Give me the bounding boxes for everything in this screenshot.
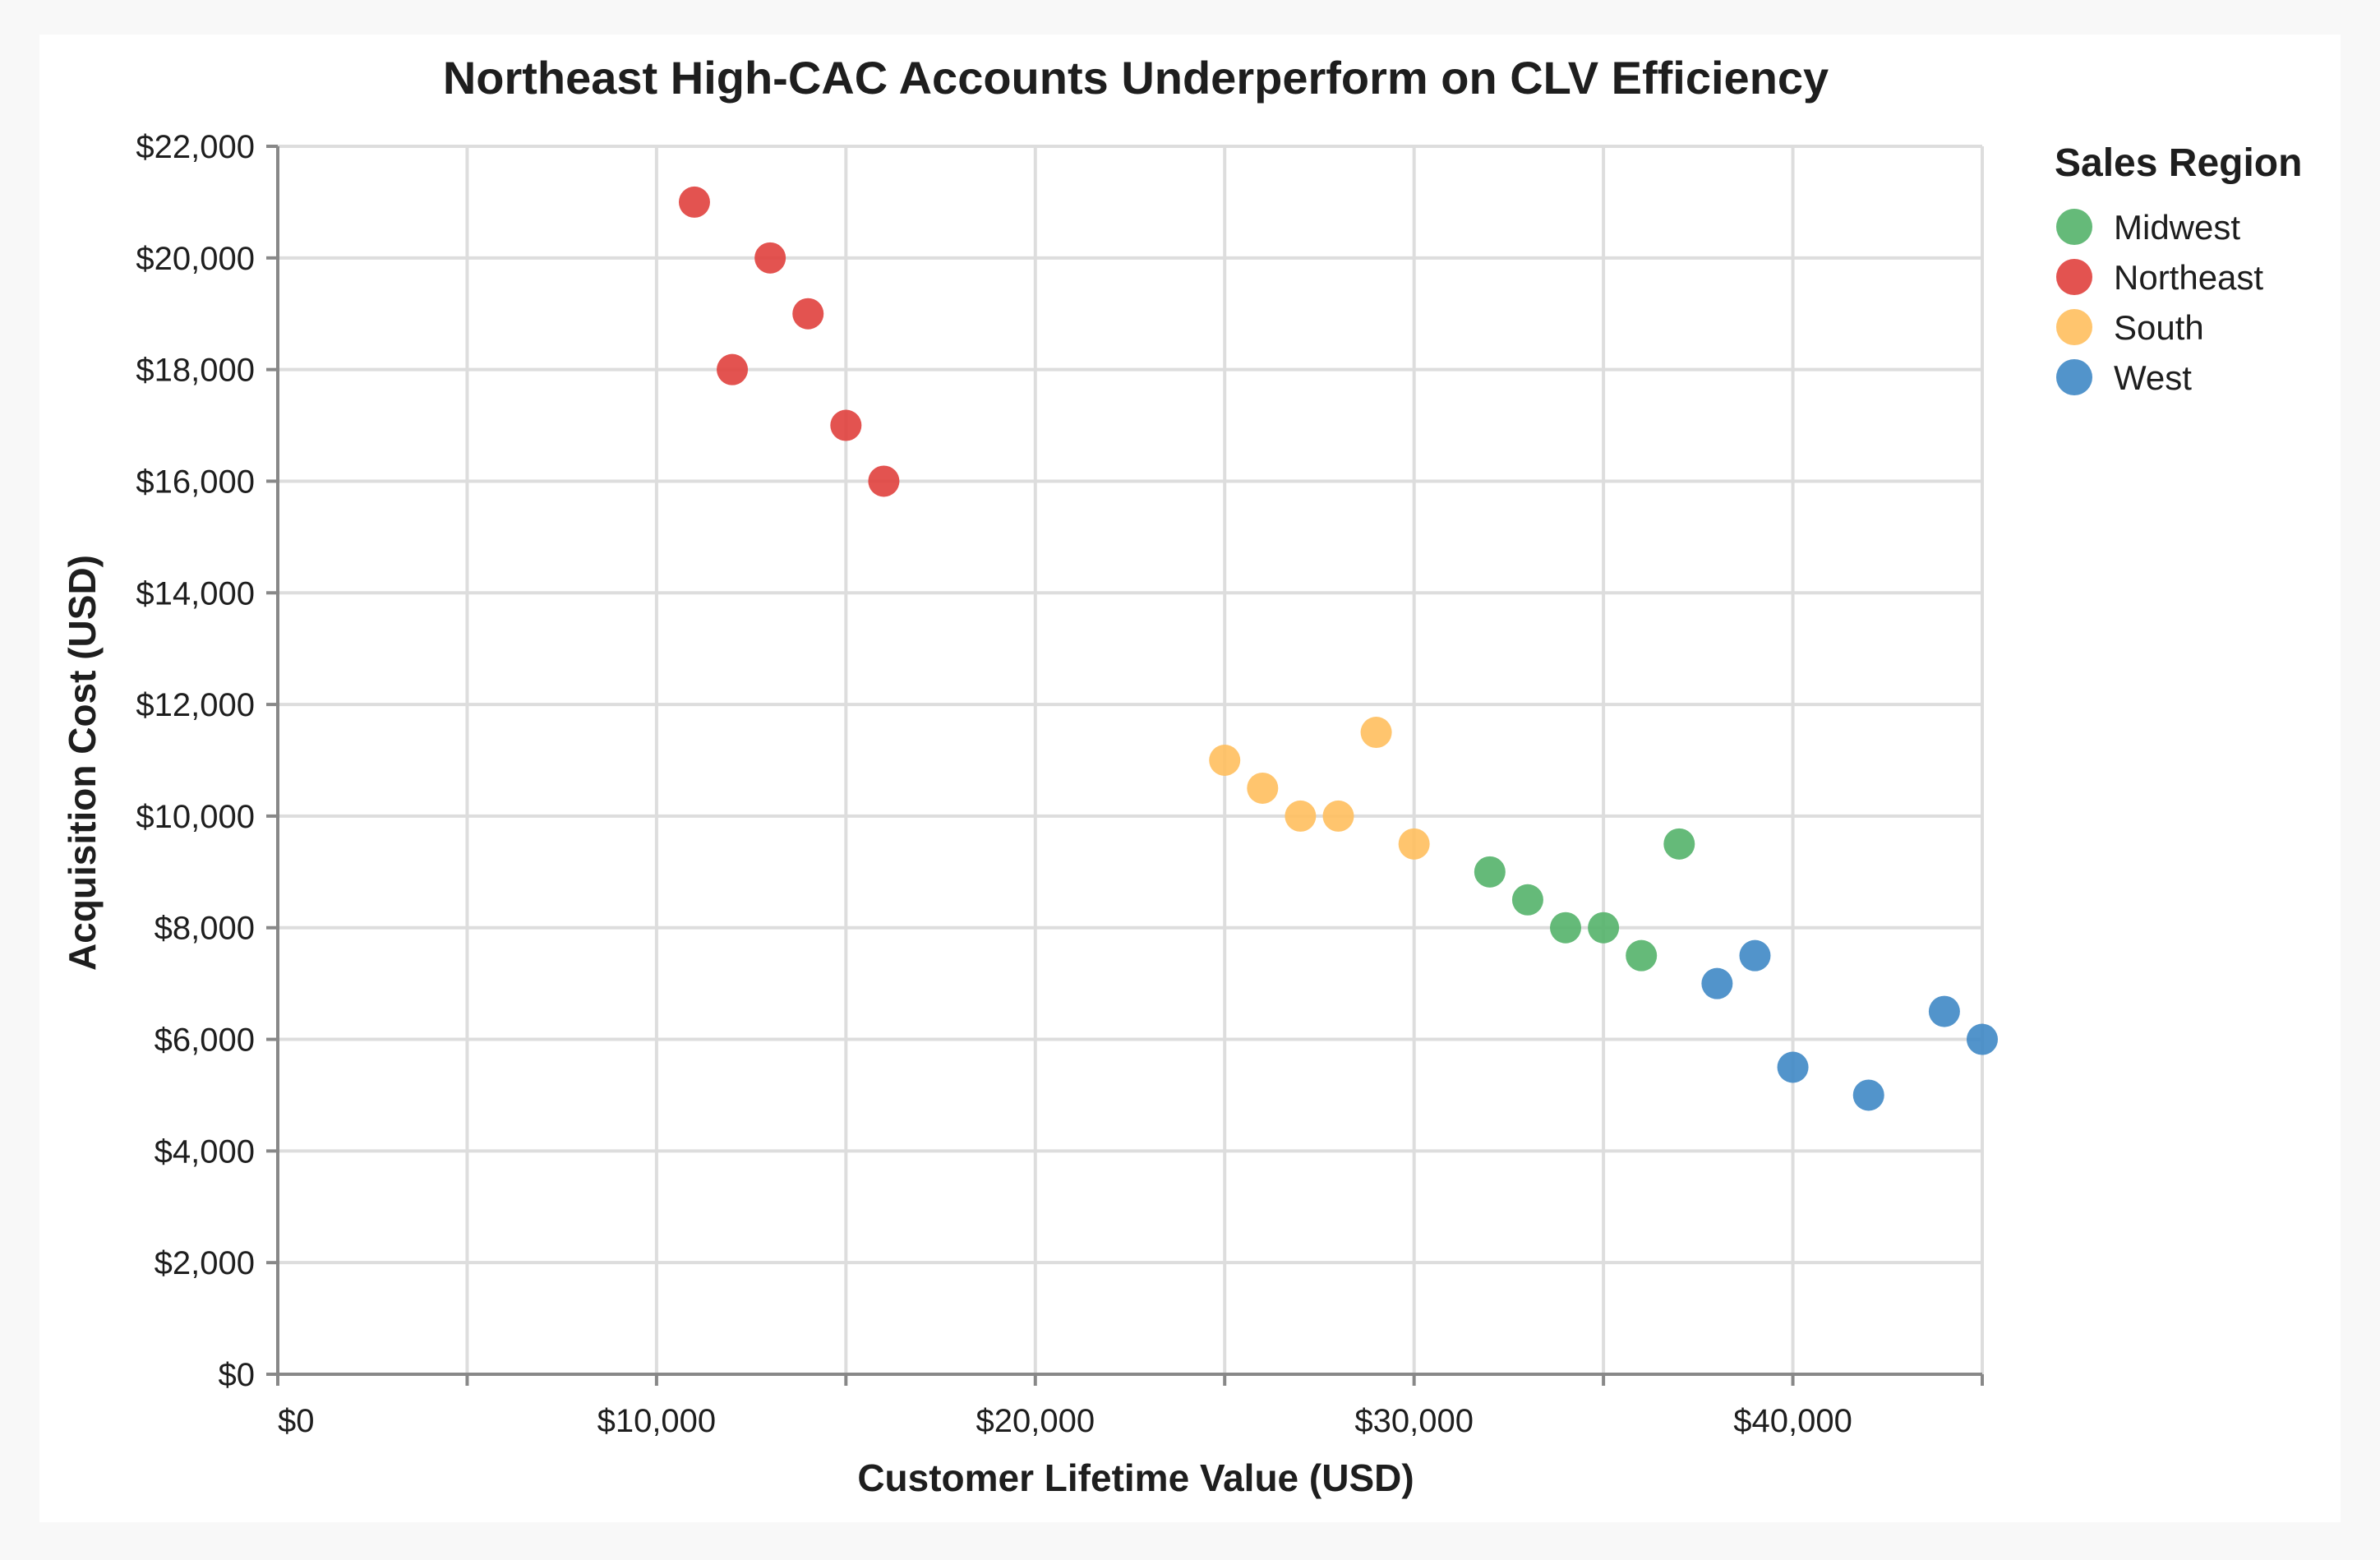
y-tick-label: $16,000: [136, 464, 255, 500]
y-axis-ticks: $0 $2,000 $4,000 $6,000 $8,000 $10,000 $12,000…: [136, 129, 278, 1393]
data-point-west: [1777, 1051, 1809, 1083]
data-point-midwest: [1626, 939, 1658, 972]
x-axis-ticks: $0 $10,000 $20,000 $30,000 $40,000: [276, 1374, 1984, 1439]
data-point-west: [1967, 1023, 1998, 1055]
y-tick-label: $14,000: [136, 575, 255, 612]
y-tick-label: $2,000: [155, 1245, 255, 1281]
legend-swatch-south: [2056, 309, 2092, 345]
data-point-south: [1360, 717, 1392, 749]
grid: [278, 145, 1984, 1374]
y-tick-label: $10,000: [136, 799, 255, 835]
data-point-northeast: [868, 465, 900, 497]
data-point-midwest: [1588, 912, 1620, 944]
data-point-south: [1322, 800, 1354, 832]
data-point-west: [1852, 1079, 1884, 1111]
y-tick-label: $20,000: [136, 241, 255, 277]
data-point-northeast: [792, 298, 824, 330]
data-point-midwest: [1550, 912, 1582, 944]
y-tick-label: $18,000: [136, 353, 255, 389]
legend-label-midwest: Midwest: [2114, 208, 2240, 247]
data-point-south: [1285, 800, 1317, 832]
x-tick-label: $30,000: [1354, 1403, 1474, 1439]
y-axis-title: Acquisition Cost (USD): [61, 555, 104, 971]
data-point-west: [1701, 967, 1733, 999]
data-point-south: [1398, 828, 1430, 860]
chart-title: Northeast High-CAC Accounts Underperform…: [443, 52, 1829, 104]
y-tick-label: $22,000: [136, 129, 255, 165]
data-point-midwest: [1474, 856, 1506, 888]
data-point-west: [1739, 939, 1771, 972]
y-tick-label: $0: [219, 1357, 256, 1393]
y-tick-label: $4,000: [155, 1133, 255, 1170]
x-tick-label: $0: [278, 1403, 315, 1439]
x-axis-title: Customer Lifetime Value (USD): [857, 1456, 1414, 1499]
data-points: [678, 186, 1998, 1111]
data-point-west: [1928, 995, 1960, 1027]
legend-swatch-northeast: [2056, 259, 2092, 295]
legend-items: Midwest Northeast South West: [2056, 208, 2263, 397]
data-point-south: [1247, 772, 1279, 804]
data-point-south: [1209, 745, 1241, 776]
scatter-chart: Northeast High-CAC Accounts Underperform…: [61, 52, 2302, 1499]
legend-swatch-west: [2056, 359, 2092, 395]
data-point-midwest: [1511, 884, 1543, 916]
legend-label-west: West: [2114, 358, 2192, 397]
data-point-northeast: [678, 186, 710, 218]
legend-label-south: South: [2114, 308, 2204, 347]
x-tick-label: $40,000: [1733, 1403, 1852, 1439]
chart-card: Northeast High-CAC Accounts Underperform…: [39, 35, 2341, 1522]
legend-title: Sales Region: [2055, 141, 2302, 185]
y-tick-label: $12,000: [136, 687, 255, 723]
data-point-northeast: [754, 242, 786, 274]
x-tick-label: $10,000: [597, 1403, 717, 1439]
data-point-northeast: [830, 409, 862, 441]
legend-label-northeast: Northeast: [2114, 258, 2263, 297]
legend: Sales Region Midwest Northeast South West: [2055, 141, 2302, 397]
data-point-midwest: [1663, 828, 1695, 860]
data-point-northeast: [717, 353, 749, 385]
axes: [276, 146, 1982, 1376]
y-tick-label: $8,000: [155, 911, 255, 947]
x-tick-label: $20,000: [976, 1403, 1095, 1439]
legend-swatch-midwest: [2056, 209, 2092, 245]
y-tick-label: $6,000: [155, 1022, 255, 1059]
